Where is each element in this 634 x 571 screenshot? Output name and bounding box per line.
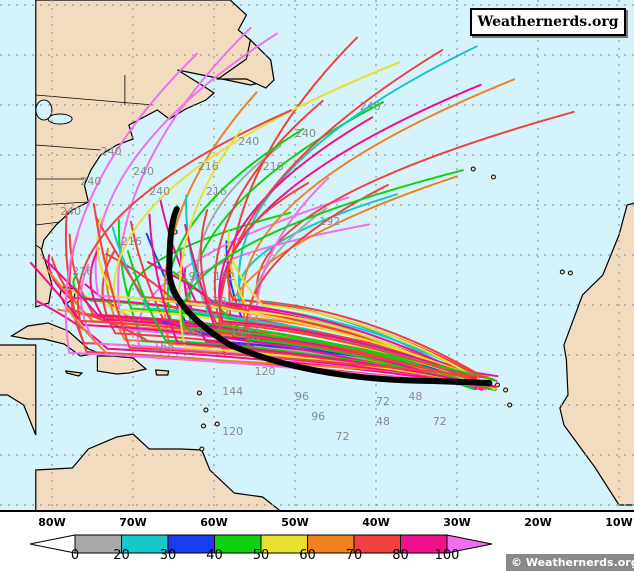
forecast-hour-label: 144 — [222, 385, 243, 398]
forecast-hour-label: 144 — [230, 325, 251, 338]
ensemble-track — [76, 109, 484, 383]
colorbar-label: 0 — [70, 548, 80, 563]
ensemble-track — [92, 202, 487, 378]
landmass-puerto-rico — [154, 369, 170, 376]
border-line — [35, 221, 61, 226]
forecast-hour-label: 192 — [319, 215, 340, 228]
landmass-jamaica — [64, 370, 84, 377]
ensemble-track — [148, 213, 496, 388]
ensemble-track — [218, 116, 478, 379]
island — [567, 270, 573, 276]
colorbar-label: 20 — [113, 548, 130, 563]
forecast-hour-label: 168 — [182, 325, 203, 338]
ensemble-mean-track — [166, 206, 493, 386]
forecast-hour-label: 240 — [360, 100, 381, 113]
forecast-hour-label: 216 — [121, 235, 142, 248]
landmass-central-america — [0, 344, 37, 436]
forecast-hour-label: 72 — [336, 430, 350, 443]
forecast-hour-label: 240 — [80, 175, 101, 188]
colorbar-label: 50 — [252, 548, 270, 563]
colorbar-label: 80 — [392, 548, 409, 563]
landmass-newfoundland — [216, 38, 275, 89]
forecast-hour-label: 120 — [222, 425, 243, 438]
forecast-hour-label: 48 — [408, 390, 422, 403]
island — [196, 390, 202, 396]
forecast-hour-label: 48 — [376, 415, 390, 428]
island — [200, 423, 206, 429]
forecast-hour-labels: 2402402402402162162162402402402161921921… — [60, 100, 447, 443]
longitude-label: 10W — [605, 516, 633, 529]
forecast-hour-label: 168 — [206, 295, 227, 308]
forecast-hour-label: 192 — [182, 270, 203, 283]
forecast-hour-label: 120 — [255, 365, 276, 378]
border-line — [35, 201, 89, 206]
island — [214, 421, 220, 427]
forecast-hour-label: 168 — [153, 340, 174, 353]
forecast-hour-label: 240 — [149, 185, 170, 198]
ensemble-track — [226, 247, 496, 391]
forecast-hour-label: 192 — [214, 270, 235, 283]
longitude-label: 70W — [119, 516, 147, 529]
colorbar-label: 40 — [206, 548, 223, 563]
ensemble-track — [147, 261, 488, 387]
ensemble-track — [199, 209, 481, 383]
ensemble-track — [35, 299, 494, 388]
island — [490, 174, 496, 180]
forecast-hour-label: 240 — [133, 165, 154, 178]
forecast-hour-label: 72 — [376, 395, 390, 408]
landmass-africa — [559, 202, 634, 506]
island — [559, 269, 565, 275]
forecast-hour-label: 216 — [263, 160, 284, 173]
intensity-colorbar — [29, 534, 493, 554]
longitude-label: 30W — [443, 516, 471, 529]
ensemble-track — [178, 128, 490, 386]
island — [199, 446, 205, 452]
forecast-hour-label: 240 — [238, 135, 259, 148]
lake — [35, 99, 53, 121]
forecast-hour-label: 72 — [433, 415, 447, 428]
colorbar-label: 100 — [434, 548, 460, 563]
longitude-label: 80W — [38, 516, 66, 529]
colorbar-label: 60 — [299, 548, 316, 563]
colorbar-overflow — [446, 534, 493, 554]
island — [503, 387, 509, 393]
ensemble-track — [64, 52, 475, 387]
longitude-label: 40W — [362, 516, 390, 529]
forecast-hour-label: 216 — [198, 160, 219, 173]
brand-logo: Weathernerds.org — [470, 8, 626, 36]
forecast-hour-label: 240 — [60, 205, 81, 218]
island — [203, 407, 209, 413]
border-line — [35, 94, 154, 106]
longitude-label: 50W — [281, 516, 309, 529]
copyright-label: © Weathernerds.org — [506, 554, 634, 571]
border-line — [35, 244, 42, 250]
longitude-label: 60W — [200, 516, 228, 529]
forecast-hour-label: 240 — [295, 127, 316, 140]
forecast-hour-label: 216 — [206, 185, 227, 198]
lake — [47, 113, 73, 125]
forecast-hour-label: 216 — [72, 265, 93, 278]
island — [507, 402, 513, 408]
ensemble-tracks — [29, 26, 575, 391]
ensemble-track — [96, 217, 479, 379]
forecast-hour-label: 96 — [311, 410, 325, 423]
landmass-hispaniola — [96, 355, 148, 375]
colorbar-underflow — [29, 534, 76, 554]
island — [470, 166, 476, 172]
longitude-label: 20W — [524, 516, 552, 529]
forecast-hour-label: 96 — [295, 390, 309, 403]
colorbar-label: 70 — [345, 548, 363, 563]
ensemble-track — [181, 169, 497, 382]
forecast-hour-label: 240 — [101, 145, 122, 158]
colorbar-label: 30 — [159, 548, 177, 563]
border-line — [35, 144, 101, 151]
